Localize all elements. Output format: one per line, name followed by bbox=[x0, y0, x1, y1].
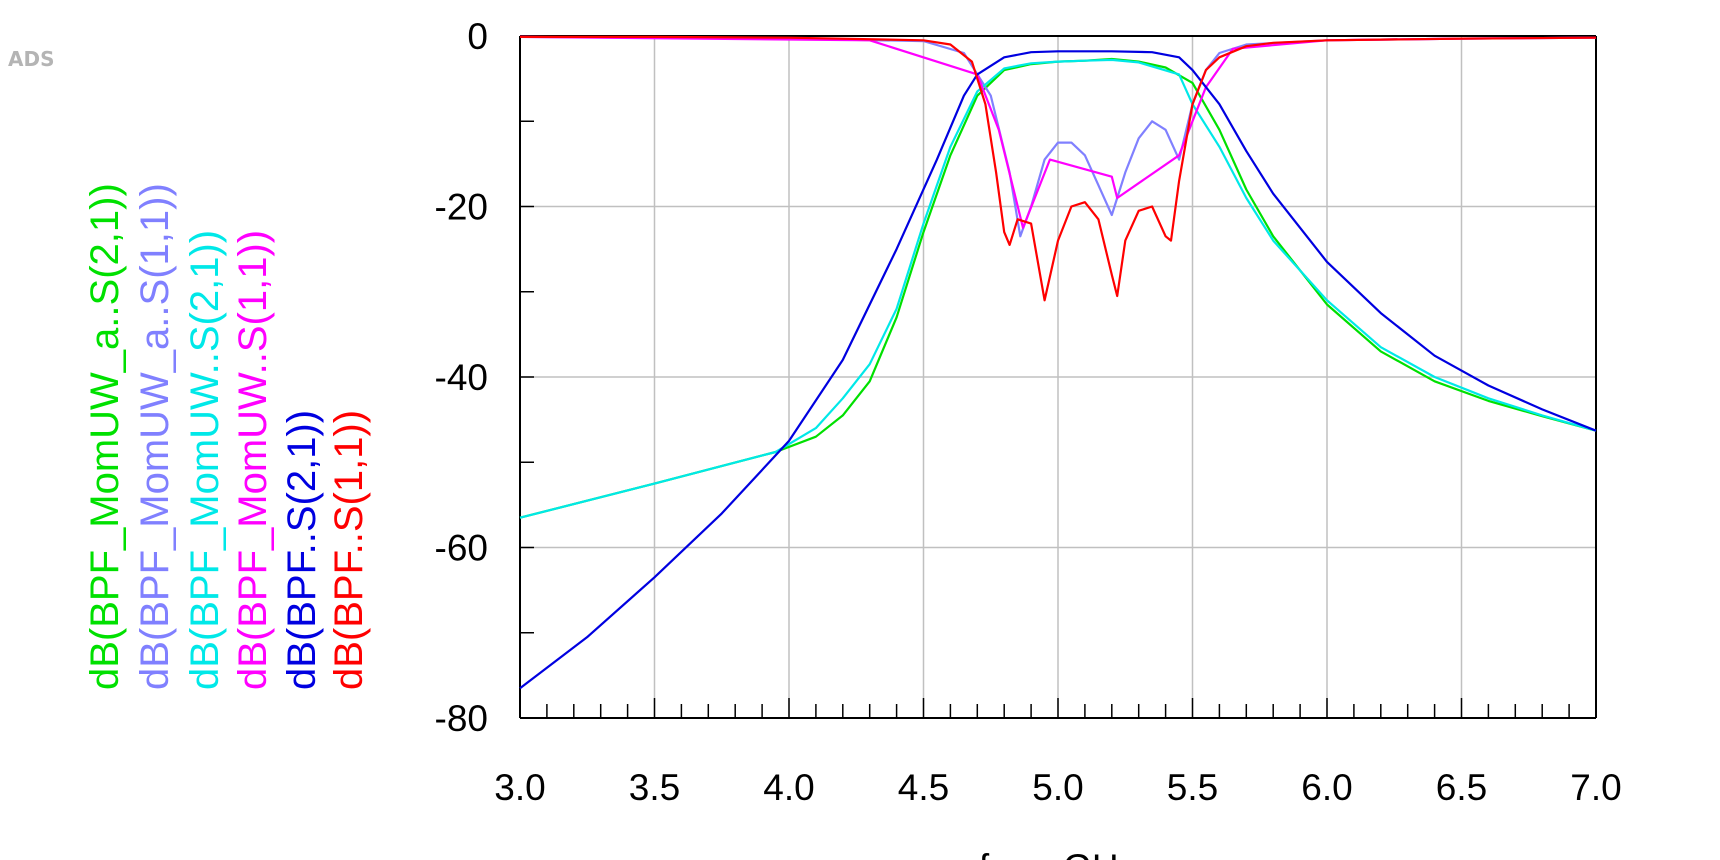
x-tick-label: 3.5 bbox=[629, 767, 680, 808]
x-tick-label: 3.0 bbox=[494, 767, 545, 808]
legend-entry-2: dB(BPF_MomUW..S(2,1)) bbox=[183, 230, 227, 690]
legend-entry-1: dB(BPF_MomUW_a..S(1,1)) bbox=[133, 183, 177, 690]
x-tick-label: 5.5 bbox=[1167, 767, 1218, 808]
x-tick-label: 6.5 bbox=[1436, 767, 1487, 808]
legend-entry-3: dB(BPF_MomUW..S(1,1)) bbox=[231, 230, 275, 690]
legend: dB(BPF_MomUW_a..S(2,1)) dB(BPF_MomUW_a..S… bbox=[83, 183, 371, 690]
x-axis-label: freq, GHz bbox=[979, 847, 1137, 860]
series-group bbox=[519, 35, 1597, 690]
y-tick-label: -40 bbox=[435, 357, 488, 398]
legend-entry-0: dB(BPF_MomUW_a..S(2,1)) bbox=[83, 183, 127, 690]
x-tick-label: 5.0 bbox=[1032, 767, 1083, 808]
legend-entry-5: dB(BPF..S(1,1)) bbox=[327, 410, 371, 690]
x-tick-label: 4.0 bbox=[763, 767, 814, 808]
ads-logo: ADS bbox=[8, 47, 54, 71]
y-tick-label: -20 bbox=[435, 187, 488, 228]
x-tick-label: 4.5 bbox=[898, 767, 949, 808]
y-tick-label: 0 bbox=[467, 16, 488, 57]
x-tick-label: 6.0 bbox=[1301, 767, 1352, 808]
series-line-4 bbox=[519, 50, 1597, 690]
x-tick-label: 7.0 bbox=[1570, 767, 1621, 808]
series-line-5 bbox=[520, 35, 1597, 302]
legend-entry-4: dB(BPF..S(2,1)) bbox=[280, 410, 324, 690]
y-tick-label: -80 bbox=[435, 698, 488, 739]
y-tick-label: -60 bbox=[435, 528, 488, 569]
axes: 3.0 3.5 4.0 4.5 5.0 5.5 6.0 6.5 7.0 0 -20 -40 -60 -80 bbox=[435, 16, 1622, 808]
series-line-2 bbox=[519, 58, 1597, 519]
